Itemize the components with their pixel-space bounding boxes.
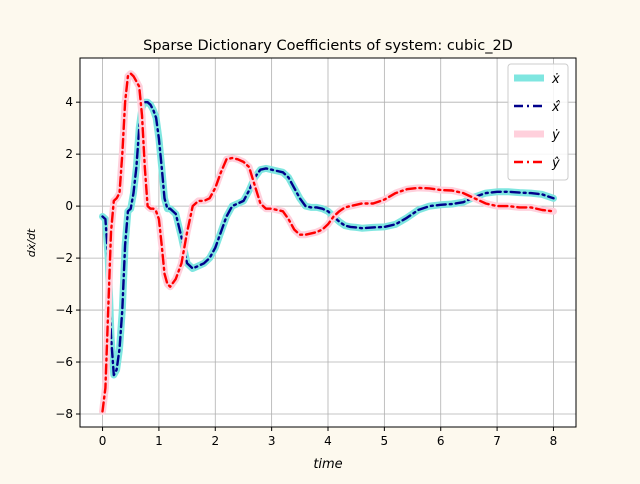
x-tick-label: 0 <box>99 434 107 448</box>
series-line-3 <box>101 72 555 413</box>
x-tick-label: 5 <box>381 434 389 448</box>
legend-label-2: ẏ <box>551 128 560 143</box>
y-tick-label: −6 <box>55 355 73 369</box>
legend-box <box>507 63 569 181</box>
y-tick-label: 2 <box>65 147 73 161</box>
series-line-1 <box>101 101 555 377</box>
legend-label-1: ẋ̂ <box>551 100 561 115</box>
x-tick-label: 1 <box>155 434 163 448</box>
x-tick-label: 7 <box>493 434 501 448</box>
y-tick-label: −8 <box>55 407 73 421</box>
axis-ticks: 0 1 2 3 4 5 6 7 8 −8 −6 −4 −2 0 2 4 <box>55 95 557 448</box>
chart-title: Sparse Dictionary Coefficients of system… <box>143 38 513 54</box>
y-tick-label: −4 <box>55 303 73 317</box>
y-tick-label: 0 <box>65 199 73 213</box>
legend-label-3: ŷ <box>551 156 560 171</box>
x-axis-label: time <box>313 457 342 472</box>
y-tick-label: 4 <box>65 95 73 109</box>
legend-label-0: ẋ <box>551 72 560 87</box>
x-tick-label: 8 <box>550 434 558 448</box>
series-group <box>99 70 557 415</box>
y-tick-label: −2 <box>55 251 73 265</box>
y-axis-label: dẋ/dt <box>25 228 38 257</box>
x-tick-label: 3 <box>268 434 276 448</box>
x-tick-label: 2 <box>211 434 219 448</box>
x-tick-label: 4 <box>324 434 332 448</box>
legend: ẋ ẋ̂ ẏŷ <box>507 63 569 181</box>
x-tick-label: 6 <box>437 434 445 448</box>
